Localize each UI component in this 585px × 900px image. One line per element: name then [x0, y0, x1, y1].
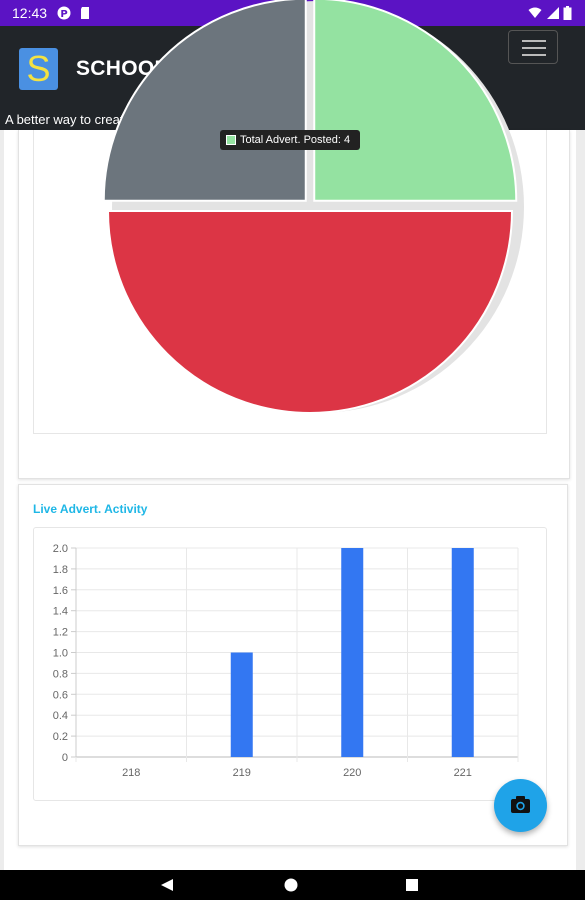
x-tick-label: 219: [233, 767, 251, 779]
live-advert-activity-card: Live Advert. Activity 0 0.2 0.4 0.6 0.8 1.0 1.…: [18, 484, 568, 846]
back-icon[interactable]: [160, 878, 174, 892]
notification-p-icon: P: [57, 6, 71, 20]
x-tick-label: 220: [343, 767, 361, 779]
y-tick-label: 1.4: [53, 606, 68, 618]
y-tick-label: 1.8: [53, 564, 68, 576]
hamburger-icon-line: [522, 47, 546, 49]
pie-chart[interactable]: [34, 0, 548, 434]
hamburger-icon: [522, 40, 546, 42]
battery-icon: [563, 6, 572, 20]
tooltip-text: Total Advert. Posted: 4: [240, 134, 351, 146]
bar-221[interactable]: [451, 548, 474, 757]
pie-slice-1[interactable]: [106, 210, 514, 414]
bar-chart-container: 0 0.2 0.4 0.6 0.8 1.0 1.2 1.4 1.6 1.8 2.0 218 219 220…: [33, 527, 547, 801]
navigation-bar: [0, 870, 585, 900]
bar-219[interactable]: [230, 652, 253, 758]
y-tick-label: 0.2: [53, 731, 68, 743]
y-tick-label: 1.6: [53, 585, 68, 597]
status-time: 12:43: [12, 5, 48, 21]
pie-chart-card: [18, 0, 570, 479]
sd-card-icon: [81, 7, 89, 19]
y-tick-label: 1.0: [53, 648, 68, 660]
menu-toggle-button[interactable]: [508, 30, 558, 64]
home-icon[interactable]: [284, 878, 298, 892]
bar-220[interactable]: [341, 548, 364, 757]
main-content[interactable]: Live Advert. Activity 0 0.2 0.4 0.6 0.8 1.0 1.…: [4, 0, 576, 870]
tooltip-swatch: [226, 135, 236, 145]
chart-title: Live Advert. Activity: [33, 502, 148, 516]
svg-text:P: P: [60, 9, 67, 20]
pie-slice-0[interactable]: [313, 0, 518, 202]
y-tick-label: 1.2: [53, 627, 68, 639]
signal-icon: [547, 7, 559, 19]
x-tick-label: 221: [454, 767, 472, 779]
camera-icon: [511, 796, 530, 813]
pie-slice-2[interactable]: [102, 0, 307, 202]
camera-fab-button[interactable]: [494, 779, 547, 832]
bar-chart[interactable]: 0 0.2 0.4 0.6 0.8 1.0 1.2 1.4 1.6 1.8 2.0 218 219 220…: [34, 528, 546, 800]
hamburger-icon-line: [522, 54, 546, 56]
pie-tooltip: Total Advert. Posted: 4: [220, 130, 360, 150]
y-tick-label: 2.0: [53, 543, 68, 555]
x-tick-label: 218: [122, 767, 140, 779]
y-tick-label: 0: [62, 752, 68, 764]
wifi-icon: [528, 7, 542, 18]
pie-chart-container: [33, 0, 548, 434]
y-tick-label: 0.8: [53, 668, 68, 680]
y-tick-label: 0.6: [53, 689, 68, 701]
recents-icon[interactable]: [405, 878, 419, 892]
app-logo[interactable]: S: [19, 48, 58, 90]
y-tick-label: 0.4: [53, 710, 68, 722]
